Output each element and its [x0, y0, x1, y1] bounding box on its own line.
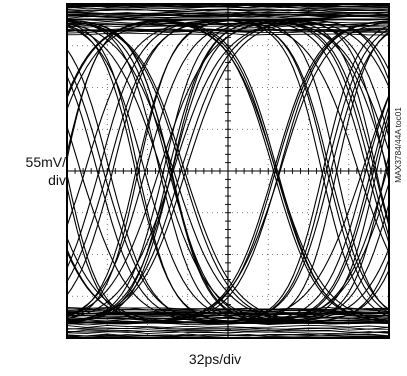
x-axis-scale-label: 32ps/div — [188, 351, 242, 367]
y-scale-line2: div — [48, 172, 66, 188]
figure-id-label: MAX3784/44A toc01 — [392, 30, 404, 260]
y-axis-scale-label: 55mV/ div — [8, 153, 66, 189]
y-scale-line1: 55mV/ — [25, 154, 66, 170]
figure-id-text: MAX3784/44A toc01 — [393, 107, 403, 183]
plot-frame-border — [66, 3, 390, 339]
